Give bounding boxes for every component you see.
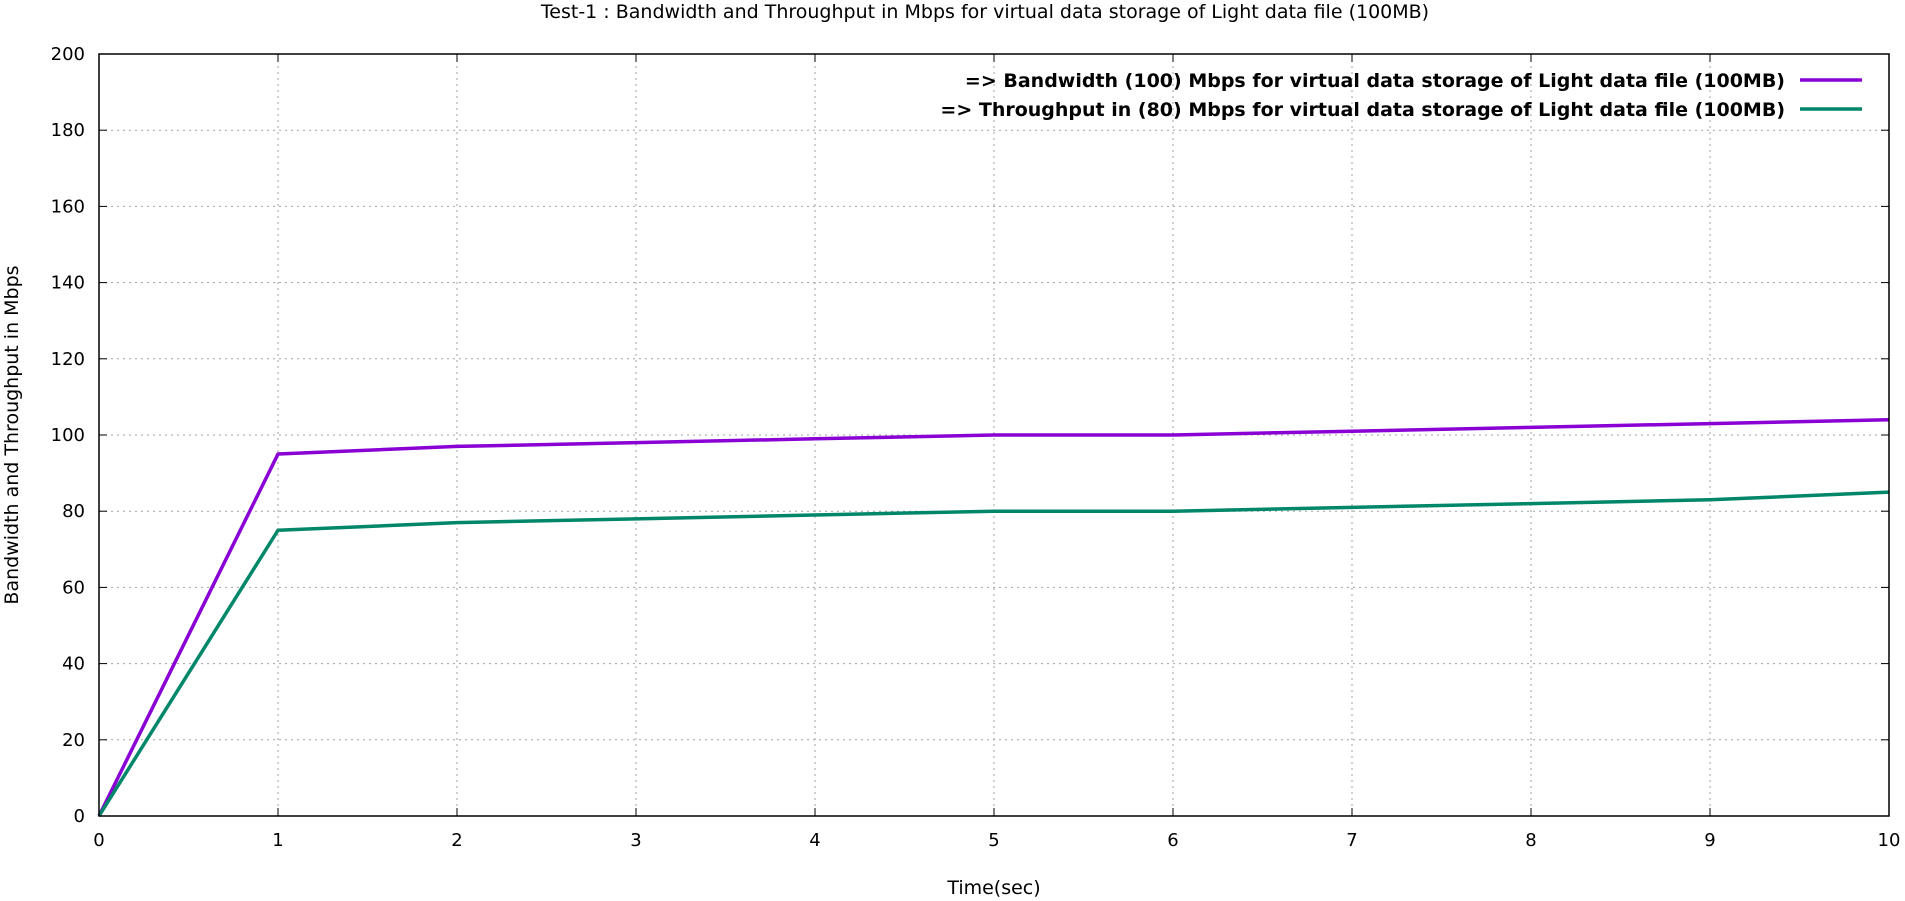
y-tick-label: 180 [51,120,85,141]
y-tick-label: 80 [62,501,85,522]
legend-label-0: => Bandwidth (100) Mbps for virtual data… [965,70,1785,92]
x-tick-label: 10 [1878,830,1901,851]
x-tick-label: 7 [1346,830,1357,851]
y-axis-label: Bandwidth and Throughput in Mbps [1,265,23,604]
y-tick-label: 140 [51,273,85,294]
y-tick-label: 0 [74,806,85,827]
x-tick-label: 6 [1167,830,1178,851]
x-tick-label: 9 [1704,830,1715,851]
series-lines [97,418,1890,817]
series-line-0 [97,418,1890,817]
legend: => Bandwidth (100) Mbps for virtual data… [940,70,1862,121]
x-tick-label: 3 [630,830,641,851]
y-tick-label: 160 [51,196,85,217]
y-tick-label: 200 [51,44,85,65]
x-tick-label: 2 [451,830,462,851]
x-tick-label: 8 [1525,830,1536,851]
y-tick-label: 40 [62,654,85,675]
x-axis-label: Time(sec) [946,877,1040,899]
y-tick-label: 100 [51,425,85,446]
x-tick-label: 4 [809,830,820,851]
chart-title: Test-1 : Bandwidth and Throughput in Mbp… [540,1,1429,23]
y-tick-label: 120 [51,349,85,370]
x-tick-label: 5 [988,830,999,851]
x-tick-label: 0 [93,830,104,851]
plot-frame [98,53,1890,817]
y-tick-label: 20 [62,730,85,751]
series-line-1 [97,490,1890,817]
legend-label-1: => Throughput in (80) Mbps for virtual d… [940,99,1785,121]
x-tick-label: 1 [272,830,283,851]
y-tick-label: 60 [62,577,85,598]
